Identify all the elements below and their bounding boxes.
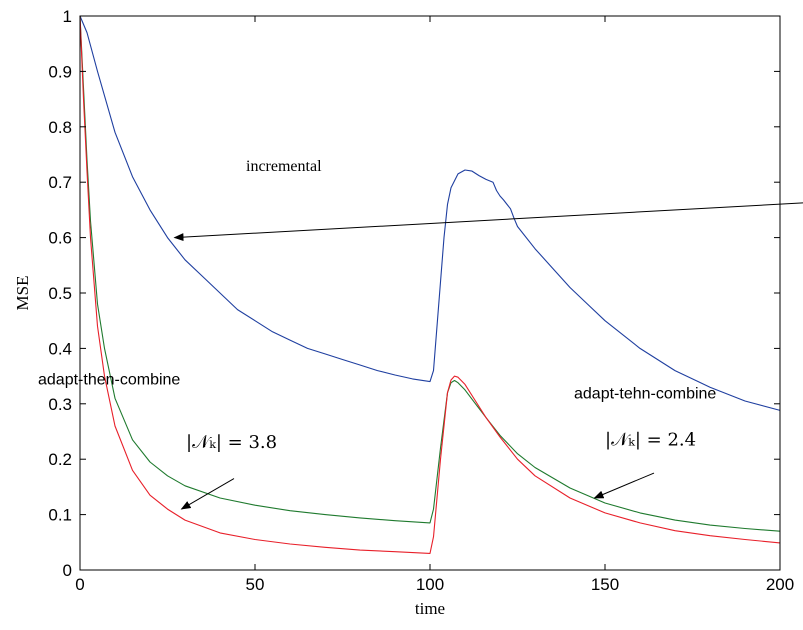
x-tick-label: 200 [766, 575, 794, 594]
x-axis-label: time [415, 599, 445, 618]
series-layer [79, 15, 781, 554]
y-tick-label: 0.9 [48, 62, 72, 81]
y-axis-label: MSE [13, 276, 32, 311]
series-line-1 [79, 15, 781, 411]
annotation-label-5: |𝒩ₖ| = 2.4 [605, 429, 696, 450]
y-tick-label: 1 [63, 7, 72, 26]
annotation-label-2: adapt-then-combine [38, 371, 180, 388]
x-tick-label: 150 [591, 575, 619, 594]
axis-ticks: 0 50 100 150 200 0 0.1 0.2 0.3 0.4 0.5 0.6 0.7 0.8 0.9… [48, 7, 794, 594]
annotation-arrow-5 [593, 472, 655, 499]
y-tick-label: 0.3 [48, 395, 72, 414]
x-tick-label: 50 [246, 575, 265, 594]
x-tick-label: 0 [75, 575, 84, 594]
plot-frame [79, 15, 781, 571]
y-tick-label: 0 [63, 561, 72, 580]
y-tick-label: 0.2 [48, 450, 72, 469]
annotation-arrow-3 [180, 478, 235, 510]
annotation-label-3: |𝒩ₖ| = 3.8 [186, 432, 277, 453]
series-line-2 [79, 15, 781, 532]
annotation-label-4: adapt-tehn-combine [574, 385, 716, 402]
y-tick-label: 0.6 [48, 229, 72, 248]
y-tick-label: 0.7 [48, 173, 72, 192]
y-tick-label: 0.5 [48, 284, 72, 303]
annotation-arrow-1 [173, 202, 803, 242]
y-tick-label: 0.4 [48, 339, 72, 358]
annotations: incremental adapt-then-combine |𝒩ₖ| = 3.8 a… [38, 158, 803, 510]
annotation-label-1: incremental [246, 158, 322, 175]
x-tick-label: 100 [416, 575, 444, 594]
y-tick-label: 0.8 [48, 118, 72, 137]
y-tick-label: 0.1 [48, 506, 72, 525]
series-line-3 [79, 15, 781, 554]
